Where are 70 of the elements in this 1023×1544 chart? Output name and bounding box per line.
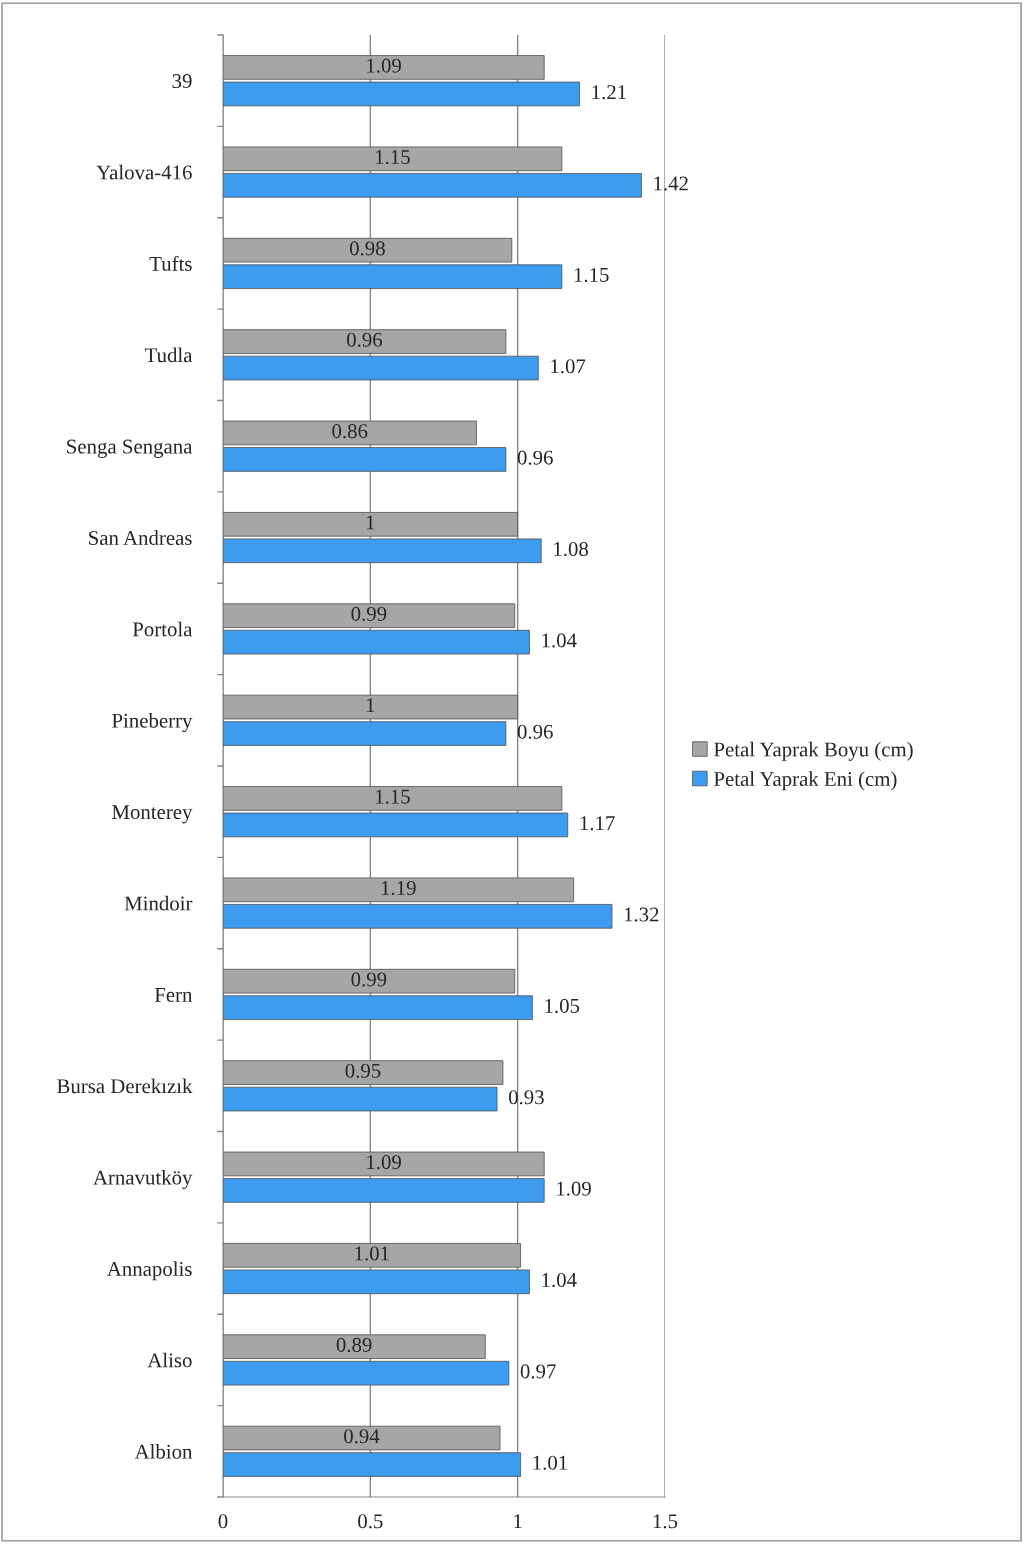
x-tick-label: 1.5 <box>653 1514 678 1529</box>
data-label: 0.96 <box>517 724 553 739</box>
data-label: 0.99 <box>351 606 387 621</box>
x-tick-label: 1 <box>514 1514 522 1529</box>
bar <box>223 603 516 628</box>
bar <box>223 447 507 472</box>
y-tick-label: Portola <box>132 621 193 637</box>
y-tick-label: Tudla <box>144 347 193 363</box>
bar <box>223 1060 504 1085</box>
data-label: 1.01 <box>533 1455 567 1470</box>
data-label: 1.15 <box>376 150 410 165</box>
data-label: 1.17 <box>580 816 615 831</box>
y-tick-label: Fern <box>154 988 193 1002</box>
y-tick-label: San Andreas <box>89 530 192 545</box>
data-label: 0.93 <box>508 1090 544 1105</box>
bar <box>223 1360 510 1386</box>
data-label: 0.98 <box>349 241 385 256</box>
bar <box>223 173 642 198</box>
y-tick-label: Albion <box>134 1444 193 1459</box>
y-tick-label: Arnavutköy <box>93 1169 193 1189</box>
bar <box>223 1334 486 1359</box>
data-label: 0.97 <box>520 1364 556 1379</box>
x-tick-label: 0 <box>218 1514 228 1529</box>
bar <box>223 355 539 381</box>
data-label: 1.07 <box>551 359 586 374</box>
data-label: 1.19 <box>381 881 416 896</box>
legend-label: Petal Yaprak Eni (cm) <box>714 771 897 791</box>
x-tick-label: 0.5 <box>358 1514 383 1529</box>
bar <box>223 146 563 172</box>
data-label: 1.15 <box>574 267 609 282</box>
bar <box>223 1151 545 1177</box>
y-tick-label: Bursa Derekızık <box>57 1078 193 1094</box>
data-label: 1 <box>366 698 375 713</box>
bar <box>223 420 477 446</box>
data-label: 1.15 <box>376 789 410 804</box>
data-label: 1.09 <box>557 1181 591 1196</box>
y-tick-label: Yalova-416 <box>96 164 192 180</box>
data-label: 1.09 <box>367 1155 401 1170</box>
bar <box>223 329 507 354</box>
data-label: 0.99 <box>351 972 387 987</box>
data-label: 0.96 <box>517 450 553 465</box>
y-tick-label: Pineberry <box>112 713 193 733</box>
bar <box>223 629 530 655</box>
y-tick-label: Monterey <box>112 805 193 824</box>
data-label: 0.89 <box>336 1337 372 1352</box>
data-label: 1.21 <box>592 85 626 100</box>
data-label: 1.42 <box>654 176 688 191</box>
data-label: 1.01 <box>355 1246 389 1261</box>
data-label: 0.86 <box>332 424 368 439</box>
legend-label: Petal Yaprak Boyu (cm) <box>714 741 913 761</box>
data-label: 0.94 <box>344 1429 380 1444</box>
bar <box>223 877 575 903</box>
data-label: 1.09 <box>367 58 401 73</box>
y-tick-label: Tufts <box>149 256 192 271</box>
y-tick-label: Aliso <box>147 1352 192 1368</box>
bar <box>223 904 613 929</box>
y-tick-label: Annapolis <box>107 1261 192 1281</box>
y-tick-label: Mindoir <box>124 895 193 911</box>
bar <box>223 1178 545 1203</box>
data-label: 0.95 <box>345 1063 381 1078</box>
data-label: 1.32 <box>624 907 659 922</box>
y-tick-label: 39 <box>172 74 192 89</box>
y-tick-label: Senga Sengana <box>67 439 193 458</box>
data-label: 1.05 <box>545 998 580 1013</box>
bar <box>223 1086 498 1112</box>
data-label: 1.04 <box>542 1272 577 1288</box>
data-label: 0.96 <box>347 332 383 347</box>
data-label: 1.08 <box>554 541 589 557</box>
data-label: 1.04 <box>542 633 577 648</box>
data-label: 1 <box>366 515 375 530</box>
